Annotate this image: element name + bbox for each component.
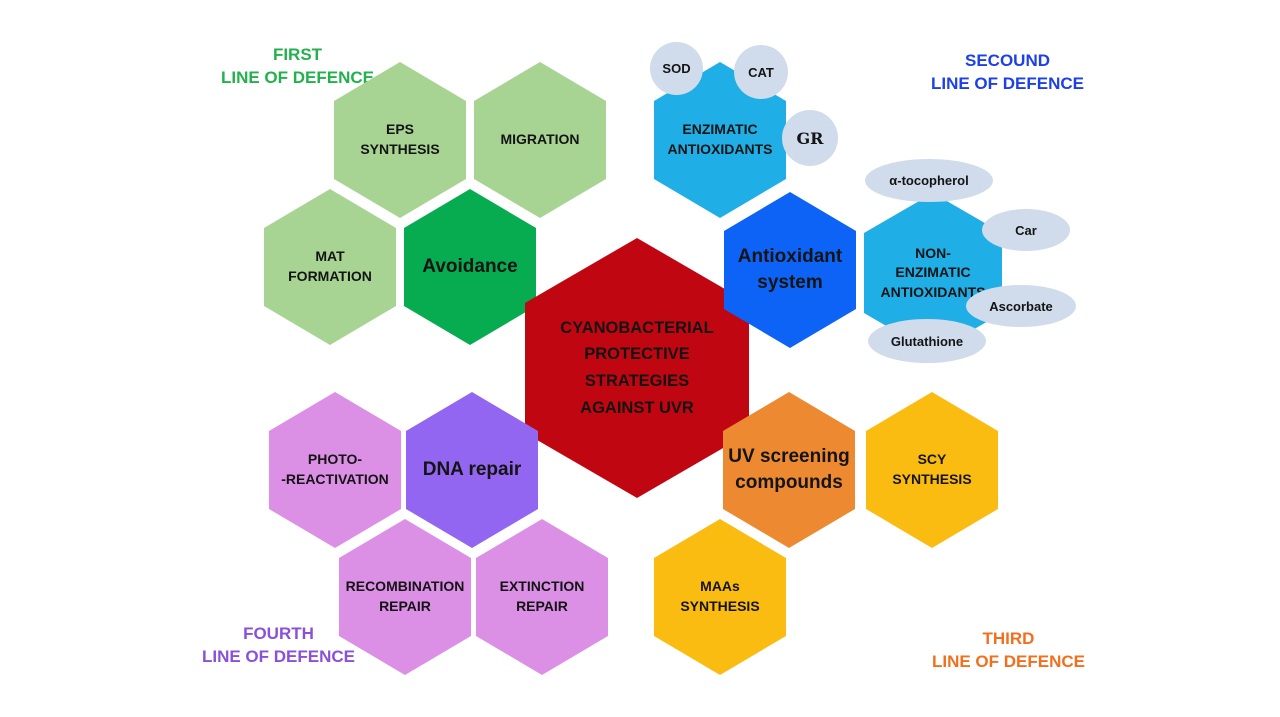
hex-scy-synthesis: SCY SYNTHESIS <box>866 392 998 548</box>
hex-label: ENZIMATIC ANTIOXIDANTS <box>667 121 773 157</box>
bubble-sod: SOD <box>650 42 703 95</box>
label-text: FIRST <box>272 45 323 64</box>
label-text: FOURTH <box>243 624 314 643</box>
hex-cyanobacterial-protective-strategies: CYANOBACTERIAL PROTECTIVE STRATEGIES AGA… <box>525 238 749 498</box>
bubble-label: GR <box>796 128 824 148</box>
bubble-alpha-tocopherol: α-tocopherol <box>865 159 993 202</box>
bubble-label: Ascorbate <box>989 298 1053 314</box>
hex-antioxidant-system: Antioxidant system <box>724 192 856 348</box>
label-text: THIRD <box>982 629 1035 648</box>
hex-label: Avoidance <box>422 256 518 278</box>
label-text: SECOUND <box>964 51 1050 70</box>
bubble-label: Car <box>1015 222 1037 238</box>
hex-label: UV screening compounds <box>728 446 850 493</box>
hex-label: CYANOBACTERIAL PROTECTIVE STRATEGIES AGA… <box>560 318 714 417</box>
hex-mat-formation: MAT FORMATION <box>264 189 396 345</box>
hex-dna-repair: DNA repair <box>406 392 538 548</box>
bubble-label: Glutathione <box>890 333 964 349</box>
bubble-label: α-tocopherol <box>889 173 969 188</box>
hex-label: NON- ENZIMATIC ANTIOXIDANTS <box>880 244 986 300</box>
hex-photo-reactivation: PHOTO- -REACTIVATION <box>269 392 401 548</box>
bubble-label: SOD <box>662 61 691 76</box>
label-third-line-of-defence: THIRD LINE OF DEFENCE <box>906 628 1111 674</box>
hex-label: SCY SYNTHESIS <box>892 451 972 487</box>
bubble-cat: CAT <box>734 45 788 99</box>
label-first-line-of-defence: FIRST LINE OF DEFENCE <box>195 44 400 90</box>
label-fourth-line-of-defence: FOURTH LINE OF DEFENCE <box>176 623 381 669</box>
hex-label: PHOTO- -REACTIVATION <box>281 451 389 487</box>
hex-label: MAT FORMATION <box>288 248 372 284</box>
label-text: LINE OF DEFENCE <box>201 646 355 666</box>
hex-avoidance: Avoidance <box>404 189 536 345</box>
hex-label: EXTINCTION REPAIR <box>499 578 585 614</box>
bubble-ascorbate: Ascorbate <box>966 285 1076 327</box>
hex-extinction-repair: EXTINCTION REPAIR <box>476 519 608 675</box>
bubble-gr: GR <box>782 110 838 166</box>
bubble-label: CAT <box>748 64 774 80</box>
hex-label: MAAs SYNTHESIS <box>680 578 760 614</box>
hex-label: RECOMBINATION REPAIR <box>345 578 465 614</box>
bubble-car: Car <box>982 209 1070 251</box>
label-text: LINE OF DEFENCE <box>931 651 1085 671</box>
hex-uv-screening-compounds: UV screening compounds <box>723 392 855 548</box>
hex-label: MIGRATION <box>500 131 580 148</box>
hex-maas-synthesis: MAAs SYNTHESIS <box>654 519 786 675</box>
hex-recombination-repair: RECOMBINATION REPAIR <box>339 519 471 675</box>
bubble-glutathione: Glutathione <box>868 319 986 363</box>
hex-migration: MIGRATION <box>474 62 606 218</box>
label-text: LINE OF DEFENCE <box>930 73 1084 93</box>
hex-label: Antioxidant system <box>737 246 843 293</box>
label-text: LINE OF DEFENCE <box>220 67 374 87</box>
hex-label: EPS SYNTHESIS <box>360 121 440 157</box>
hex-label: DNA repair <box>422 459 522 481</box>
hex-eps-synthesis: EPS SYNTHESIS <box>334 62 466 218</box>
label-second-line-of-defence: SECOUND LINE OF DEFENCE <box>905 50 1110 96</box>
